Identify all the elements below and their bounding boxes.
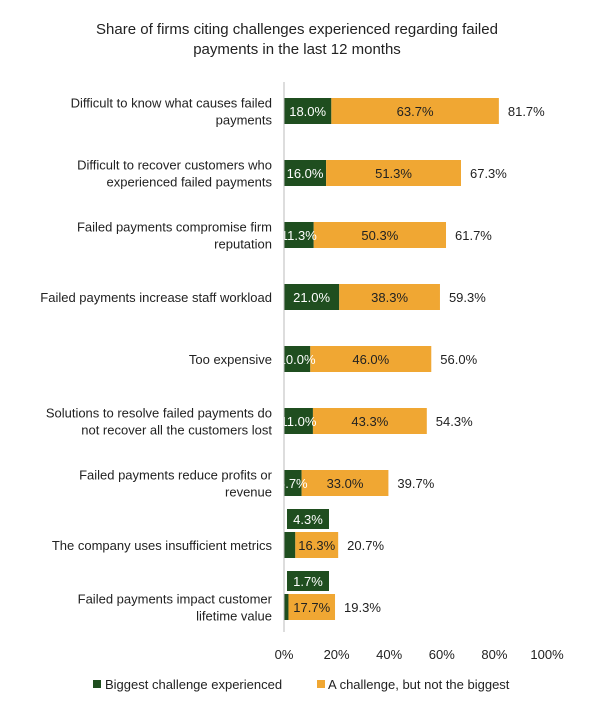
bar-a-challenge bbox=[295, 532, 339, 558]
bar-a-challenge bbox=[310, 346, 432, 372]
bar-a-challenge bbox=[326, 160, 461, 186]
data-label-box bbox=[287, 571, 329, 591]
category-label: Difficult to know what causes failed bbox=[71, 96, 272, 111]
legend-swatch bbox=[93, 680, 101, 688]
data-label-a-challenge: 63.7% bbox=[397, 104, 434, 119]
bar-biggest-challenge bbox=[284, 98, 332, 124]
chart-title-line: payments in the last 12 months bbox=[193, 41, 401, 58]
category-label: Difficult to recover customers who bbox=[77, 158, 272, 173]
category-label: Failed payments increase staff workload bbox=[40, 290, 272, 305]
data-label-a-challenge: 46.0% bbox=[352, 352, 389, 367]
data-label-box bbox=[287, 509, 329, 529]
chart-title-line: Share of firms citing challenges experie… bbox=[96, 21, 498, 38]
data-label-biggest: 6.7% bbox=[278, 476, 308, 491]
data-label-a-challenge: 38.3% bbox=[371, 290, 408, 305]
data-label-biggest: 1.7% bbox=[293, 574, 323, 589]
x-tick-label: 80% bbox=[481, 647, 507, 662]
bar-biggest-challenge bbox=[284, 284, 340, 310]
data-label-a-challenge: 43.3% bbox=[351, 414, 388, 429]
legend-swatch bbox=[317, 680, 325, 688]
data-label-a-challenge: 33.0% bbox=[327, 476, 364, 491]
bar-biggest-challenge bbox=[284, 470, 302, 496]
bar-a-challenge bbox=[288, 594, 336, 620]
x-tick-label: 60% bbox=[429, 647, 455, 662]
data-label-a-challenge: 16.3% bbox=[298, 538, 335, 553]
category-labels: Difficult to know what causes failed paym… bbox=[40, 96, 272, 624]
category-label: Failed payments compromise firm bbox=[77, 220, 272, 235]
category-label: Failed payments impact customer bbox=[78, 592, 273, 607]
data-label-biggest: 4.3% bbox=[293, 512, 323, 527]
bar-biggest-challenge bbox=[284, 532, 296, 558]
category-label: revenue bbox=[225, 485, 272, 500]
total-label: 54.3% bbox=[436, 414, 473, 429]
bar-biggest-challenge bbox=[284, 408, 313, 434]
bar-a-challenge bbox=[301, 470, 389, 496]
bars: 18.0% 63.7% 81.7% 16.0% 51.3% 67.3% 11.3% 50.3%… bbox=[278, 98, 545, 620]
x-tick-label: 40% bbox=[376, 647, 402, 662]
total-label: 59.3% bbox=[449, 290, 486, 305]
bar-a-challenge bbox=[312, 408, 427, 434]
bar-a-challenge bbox=[331, 98, 499, 124]
total-label: 19.3% bbox=[344, 600, 381, 615]
total-label: 61.7% bbox=[455, 228, 492, 243]
category-label: The company uses insufficient metrics bbox=[52, 538, 273, 553]
category-label: reputation bbox=[214, 237, 272, 252]
category-label: Failed payments reduce profits or bbox=[79, 468, 273, 483]
data-label-a-challenge: 51.3% bbox=[375, 166, 412, 181]
bar-biggest-challenge bbox=[284, 222, 314, 248]
x-tick-label: 100% bbox=[530, 647, 564, 662]
data-label-biggest: 18.0% bbox=[289, 104, 326, 119]
data-label-biggest: 11.3% bbox=[281, 228, 317, 243]
data-label-biggest: 21.0% bbox=[293, 290, 330, 305]
category-label: Too expensive bbox=[189, 352, 272, 367]
category-label: lifetime value bbox=[196, 609, 272, 624]
bar-biggest-challenge bbox=[284, 594, 289, 620]
category-label: payments bbox=[216, 113, 273, 128]
bar-a-challenge bbox=[339, 284, 440, 310]
total-label: 67.3% bbox=[470, 166, 507, 181]
bar-biggest-challenge bbox=[284, 160, 327, 186]
data-label-biggest: 10.0% bbox=[279, 352, 316, 367]
category-label: Solutions to resolve failed payments do bbox=[46, 406, 272, 421]
data-label-a-challenge: 17.7% bbox=[293, 600, 330, 615]
x-tick-label: 0% bbox=[275, 647, 294, 662]
bar-biggest-challenge bbox=[284, 346, 311, 372]
total-label: 81.7% bbox=[508, 104, 545, 119]
category-label: experienced failed payments bbox=[107, 175, 273, 190]
category-label: not recover all the customers lost bbox=[81, 423, 272, 438]
data-label-a-challenge: 50.3% bbox=[361, 228, 398, 243]
total-label: 39.7% bbox=[397, 476, 434, 491]
total-label: 56.0% bbox=[440, 352, 477, 367]
bar-a-challenge bbox=[313, 222, 447, 248]
x-tick-label: 20% bbox=[324, 647, 350, 662]
data-label-biggest: 11.0% bbox=[281, 414, 317, 429]
total-label: 20.7% bbox=[347, 538, 384, 553]
chart-title: Share of firms citing challenges experie… bbox=[96, 21, 498, 58]
data-label-biggest: 16.0% bbox=[287, 166, 324, 181]
legend-label: Biggest challenge experienced bbox=[105, 677, 282, 692]
legend: Biggest challenge experienced A challenge… bbox=[93, 677, 510, 692]
x-axis-ticks: 0% 20% 40% 60% 80% 100% bbox=[275, 647, 564, 662]
legend-label: A challenge, but not the biggest bbox=[328, 677, 510, 692]
